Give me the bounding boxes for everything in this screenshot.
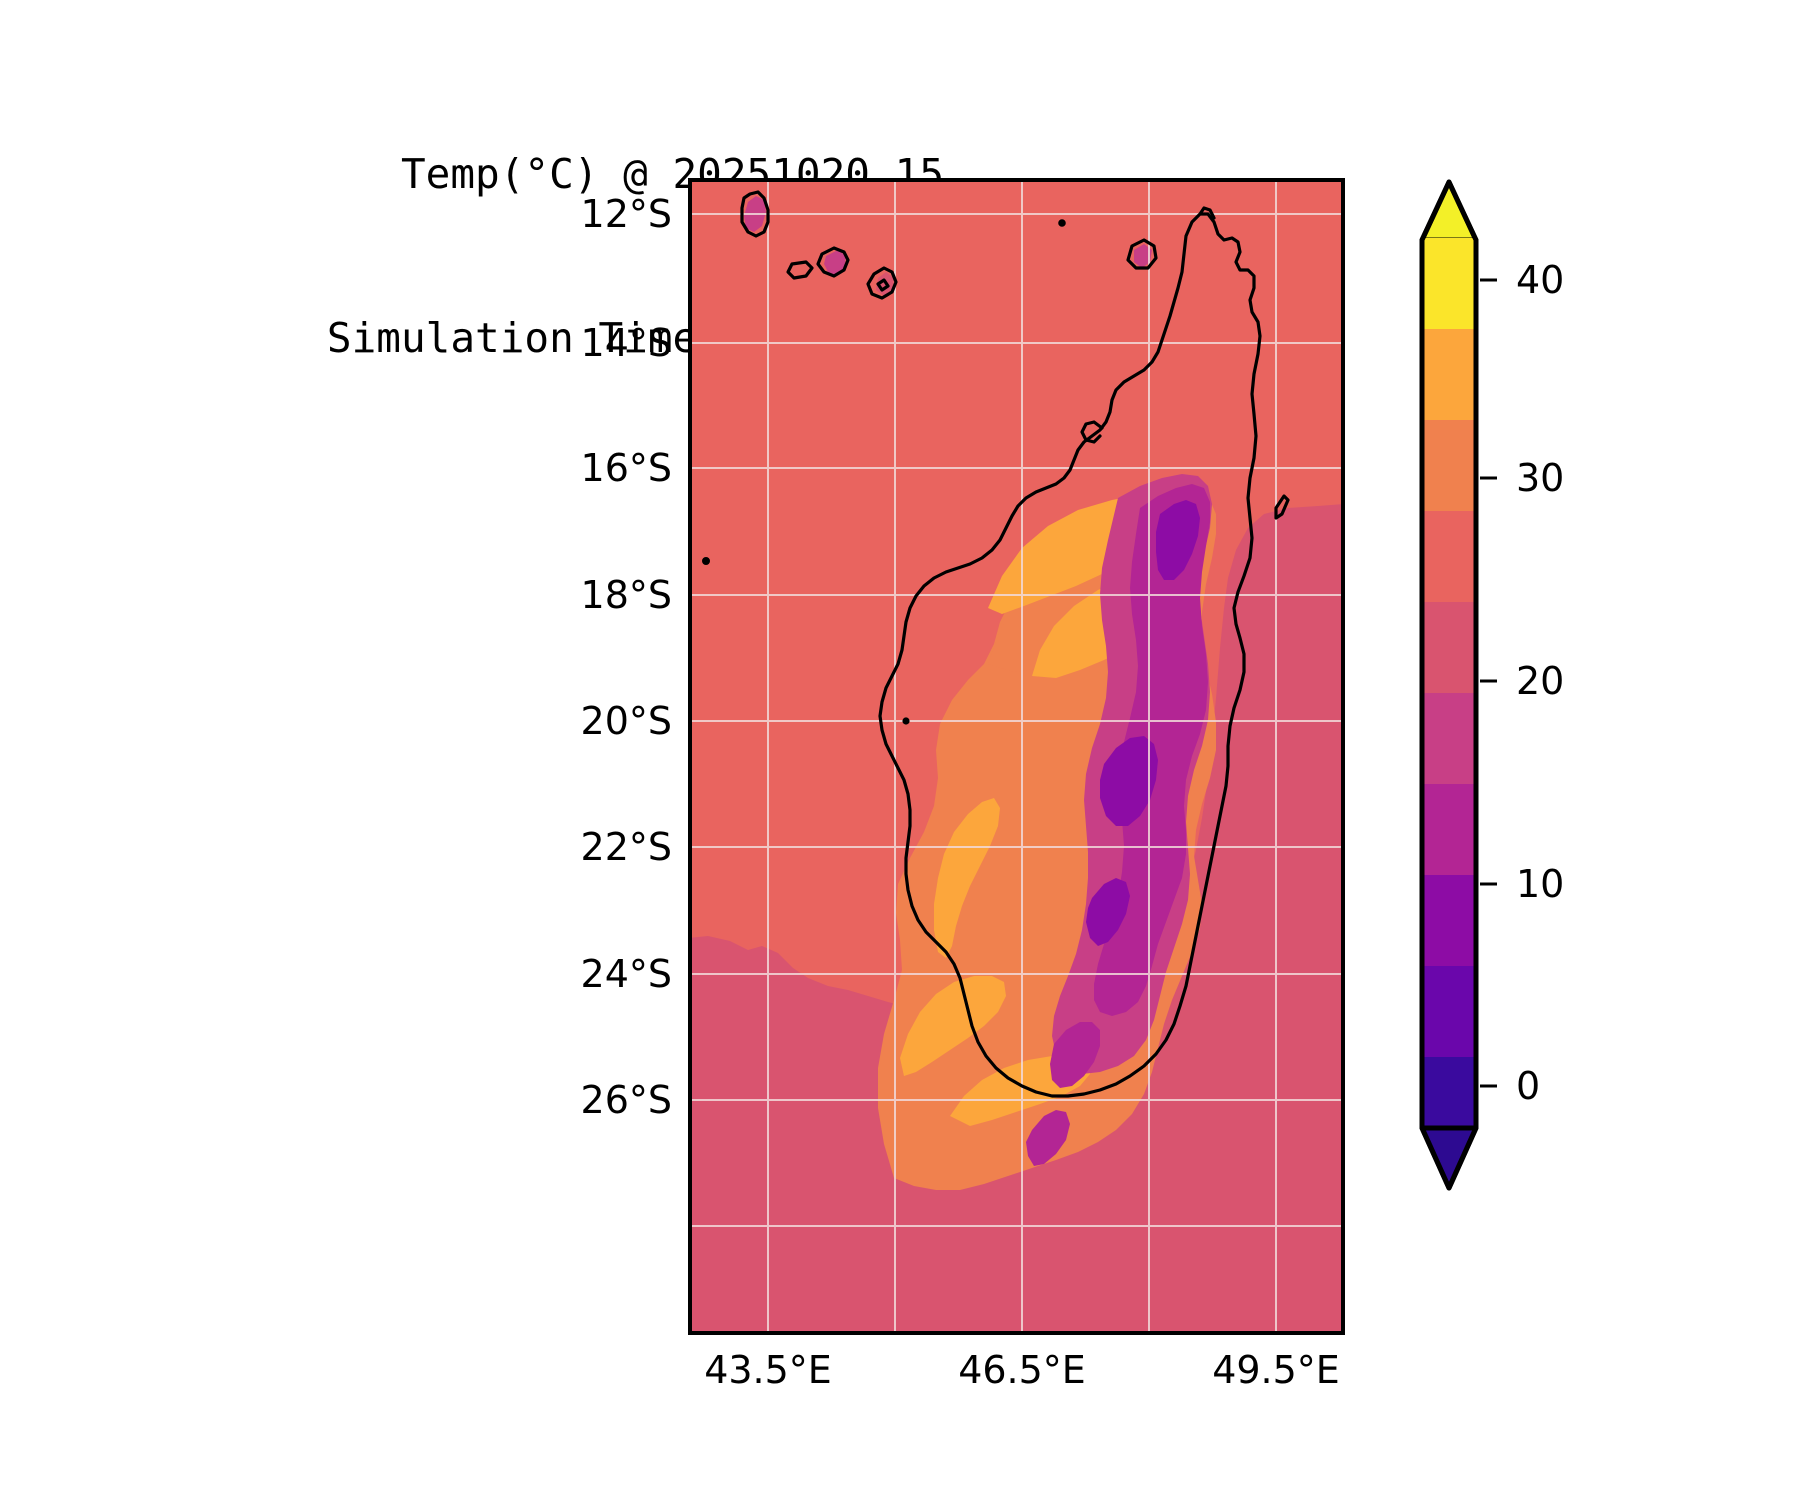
coastline-moheli [816,246,850,278]
coastline-anjouan [786,260,814,280]
ytick-label-18s: 18°S [580,573,672,617]
colorbar-band-5-10 [1422,875,1476,966]
colorbar-band-35-40 [1422,329,1476,420]
colorbar-band-40-45 [1422,238,1476,329]
colorbar-outline [1419,179,1479,1191]
colorbar-band-0-5 [1422,966,1476,1057]
contour-band-10-15-ankaratra [1100,736,1158,826]
xtick-label-49-5e: 49.5°E [1212,1348,1340,1392]
colorbar-tickmark-40 [1480,278,1497,282]
ytick-label-12s: 12°S [580,192,672,236]
colorbar-band-20-25 [1422,602,1476,693]
colorbar-ticklabel-20: 20 [1516,659,1565,703]
coastline-islet-2 [702,557,711,566]
island-contour-moheli [824,250,846,276]
contour-band-35-40-south [900,976,1006,1076]
ytick-label-24s: 24°S [580,952,672,996]
contour-band-35-40-midwest [934,798,1000,958]
colorbar-tickmark-30 [1480,476,1497,480]
xtick-label-46-5e: 46.5°E [958,1348,1086,1392]
coastline-islet-3 [902,717,910,725]
coastline-grande-comore [740,190,770,238]
coastline-mayotte [866,266,898,300]
coastline-madagascar [878,212,1262,1098]
ytick-label-22s: 22°S [580,825,672,869]
ytick-label-20s: 20°S [580,699,672,743]
contour-band-10-15-southeast [1050,1022,1100,1088]
map-axes [688,178,1345,1335]
coastline-nosy-be [1126,238,1158,270]
colorbar-band-neg5-0 [1422,1057,1476,1130]
colorbar-under-arrow [1419,1125,1479,1191]
ytick-label-14s: 14°S [580,321,672,365]
contour-band-10-15-south-highland [1086,878,1130,946]
colorbar-ticklabel-0: 0 [1516,1064,1541,1108]
colorbar-over-arrow [1419,179,1479,243]
colorbar-tickmark-10 [1480,882,1497,886]
colorbar-band-30-35 [1422,420,1476,511]
colorbar-band-15-20 [1422,693,1476,784]
colorbar-ticklabel-40: 40 [1516,258,1565,302]
coastline-group [702,190,1290,1098]
coastline-detail-antsiranana [1198,206,1216,220]
island-contour-nosybe [1134,244,1152,268]
temperature-contour-map [692,182,1341,1331]
colorbar-band-25-30 [1422,511,1476,602]
contour-band-10-15-farsouth [1026,1110,1070,1166]
colorbar-swatches [1419,179,1479,1191]
xtick-label-43-5e: 43.5°E [704,1348,832,1392]
colorbar-band-10-15 [1422,784,1476,875]
colorbar-ticklabel-10: 10 [1516,862,1565,906]
ytick-label-26s: 26°S [580,1078,672,1122]
coastline-detail-nw-bay [1080,420,1104,444]
colorbar-tickmark-0 [1480,1084,1497,1088]
colorbar-tickmark-20 [1480,679,1497,683]
colorbar [1418,178,1480,1192]
map-gridlines [692,182,1341,1331]
contour-band-5-10-tsaratanana [1156,500,1200,580]
ocean-band-20-25 [692,504,1341,1331]
contour-fill-group [692,182,1341,1331]
coastline-sainte-marie [1274,494,1290,520]
coastline-islet-1 [1058,219,1066,227]
colorbar-ticklabel-30: 30 [1516,456,1565,500]
ytick-label-16s: 16°S [580,446,672,490]
